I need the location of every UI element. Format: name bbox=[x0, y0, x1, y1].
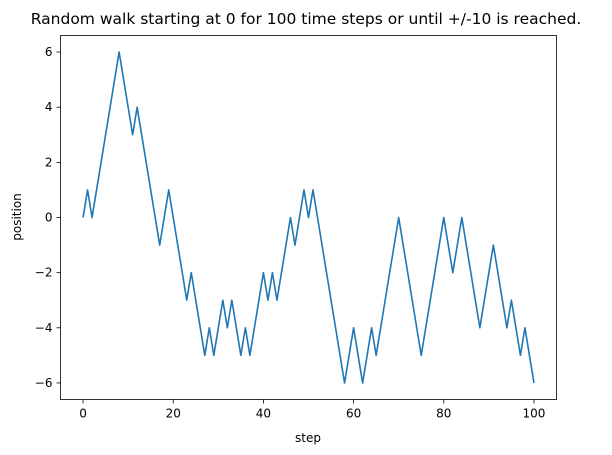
chart-title: Random walk starting at 0 for 100 time s… bbox=[31, 10, 582, 28]
x-tick-label: 60 bbox=[346, 407, 361, 421]
y-tick-label: 4 bbox=[45, 100, 53, 114]
x-tick-label: 40 bbox=[256, 407, 271, 421]
y-tick-label: −6 bbox=[35, 376, 53, 390]
y-tick-label: −2 bbox=[35, 266, 53, 280]
x-tick-label: 20 bbox=[166, 407, 181, 421]
x-axis: 0 20 40 60 80 100 bbox=[79, 399, 546, 421]
series-line-0 bbox=[82, 51, 535, 384]
x-tick-label: 100 bbox=[523, 407, 546, 421]
x-axis-label: step bbox=[295, 431, 321, 445]
x-tick-label: 0 bbox=[79, 407, 87, 421]
y-tick-label: 2 bbox=[45, 155, 53, 169]
x-tick-label: 80 bbox=[436, 407, 451, 421]
plot-line-layer bbox=[82, 51, 535, 384]
y-tick-label: −4 bbox=[35, 321, 53, 335]
y-axis: −6 −4 −2 0 2 4 6 bbox=[35, 45, 61, 390]
y-tick-label: 6 bbox=[45, 45, 53, 59]
y-axis-label: position bbox=[10, 193, 24, 241]
y-tick-label: 0 bbox=[45, 211, 53, 225]
